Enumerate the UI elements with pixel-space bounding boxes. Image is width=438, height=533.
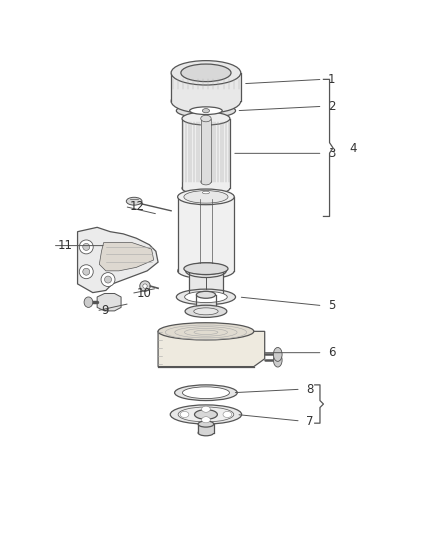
Ellipse shape [223,411,232,417]
Ellipse shape [83,268,90,275]
Ellipse shape [79,265,93,279]
Ellipse shape [182,112,230,125]
Ellipse shape [158,322,254,340]
Polygon shape [182,118,230,188]
Ellipse shape [140,281,150,292]
Ellipse shape [170,405,242,424]
Text: 6: 6 [328,346,336,359]
Ellipse shape [197,189,215,196]
Ellipse shape [171,89,241,114]
Ellipse shape [186,264,226,278]
Text: 9: 9 [102,304,109,317]
Ellipse shape [183,387,230,399]
Polygon shape [201,118,211,182]
Text: 11: 11 [58,239,73,252]
Polygon shape [99,243,154,271]
Text: 1: 1 [328,73,336,86]
Ellipse shape [273,348,282,361]
Ellipse shape [126,197,142,205]
Polygon shape [171,73,241,101]
Ellipse shape [178,407,234,422]
Ellipse shape [184,263,228,274]
Ellipse shape [177,104,236,118]
Ellipse shape [184,191,228,203]
Ellipse shape [273,353,282,367]
Text: 2: 2 [328,100,336,113]
Text: 12: 12 [130,200,145,213]
Polygon shape [78,228,158,293]
Ellipse shape [83,244,90,251]
Ellipse shape [178,263,234,279]
Ellipse shape [202,191,209,194]
Ellipse shape [185,305,227,318]
Polygon shape [158,332,265,367]
Ellipse shape [201,179,211,185]
Ellipse shape [198,430,214,436]
Ellipse shape [196,292,215,298]
Ellipse shape [189,289,223,301]
Ellipse shape [175,385,237,400]
Ellipse shape [79,240,93,254]
Ellipse shape [105,276,112,283]
Ellipse shape [198,421,214,427]
Ellipse shape [185,292,227,303]
Ellipse shape [181,64,231,82]
Ellipse shape [101,272,115,287]
Polygon shape [196,295,215,308]
Ellipse shape [190,107,222,115]
Polygon shape [198,424,214,433]
Ellipse shape [189,263,223,274]
Text: 7: 7 [306,415,314,427]
Polygon shape [189,269,223,295]
Ellipse shape [201,115,211,122]
Ellipse shape [171,61,241,85]
Text: 3: 3 [328,147,335,160]
Ellipse shape [201,406,210,412]
Polygon shape [97,294,121,311]
Ellipse shape [178,189,234,205]
Ellipse shape [84,297,93,308]
Ellipse shape [177,289,236,305]
Ellipse shape [143,284,147,288]
Ellipse shape [196,304,215,311]
Ellipse shape [180,411,189,417]
Ellipse shape [194,410,217,419]
Text: 8: 8 [306,383,314,395]
Polygon shape [178,197,234,271]
Ellipse shape [182,182,230,195]
Ellipse shape [201,417,210,423]
Ellipse shape [202,109,209,113]
Text: 10: 10 [136,287,151,300]
Text: 5: 5 [328,299,335,312]
Ellipse shape [194,308,218,315]
Text: 4: 4 [350,142,357,155]
